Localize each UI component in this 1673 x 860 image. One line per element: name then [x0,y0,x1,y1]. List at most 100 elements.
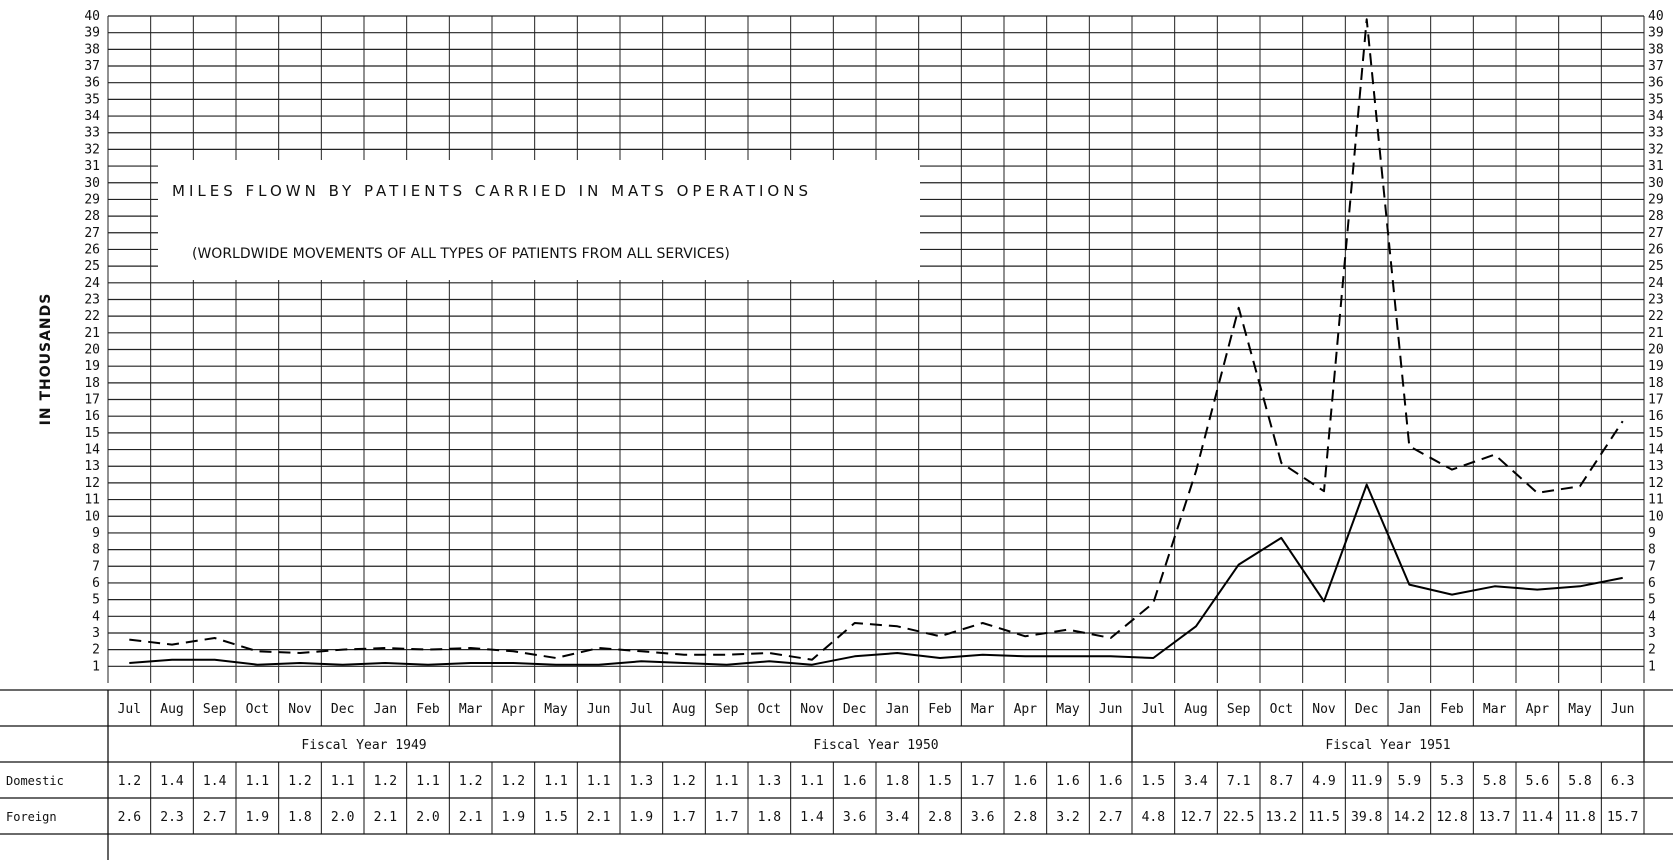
y-tick-label-right: 2 [1648,643,1656,658]
value-cell-foreign: 11.5 [1308,810,1339,825]
month-label: Jan [886,702,909,717]
y-tick-label-left: 15 [84,426,100,441]
month-label: Feb [928,702,952,717]
grid [107,15,1645,683]
value-cell-domestic: 6.3 [1611,774,1634,789]
month-label: Nov [1312,702,1336,717]
series-line-domestic [129,483,1623,666]
value-cell-foreign: 3.6 [843,810,866,825]
y-tick-label-right: 10 [1648,509,1664,524]
month-label: Mar [459,702,483,717]
value-cell-foreign: 1.9 [246,810,269,825]
y-tick-label-right: 12 [1648,476,1664,491]
month-label: Jan [1398,702,1421,717]
value-cell-foreign: 15.7 [1607,810,1638,825]
value-cell-domestic: 5.9 [1398,774,1421,789]
value-cell-foreign: 3.6 [971,810,994,825]
y-tick-label-right: 35 [1648,92,1664,107]
month-label: Sep [203,702,227,717]
y-tick-label-right: 34 [1648,109,1664,124]
month-label: Feb [416,702,440,717]
value-cell-foreign: 2.7 [1099,810,1122,825]
value-cell-domestic: 1.4 [203,774,227,789]
value-cell-foreign: 2.0 [416,810,439,825]
y-tick-label-left: 5 [92,593,100,608]
value-cell-foreign: 39.8 [1351,810,1382,825]
y-tick-label-right: 36 [1648,76,1664,91]
value-cell-domestic: 1.6 [843,774,866,789]
month-label: Apr [1014,702,1038,717]
y-tick-label-left: 6 [92,576,100,591]
y-axis-left: 1234567891011121314151617181920212223242… [84,9,100,674]
y-tick-label-right: 25 [1648,259,1664,274]
value-cell-foreign: 2.8 [1014,810,1037,825]
y-tick-label-left: 9 [92,526,100,541]
y-tick-label-right: 27 [1648,226,1664,241]
y-tick-label-left: 19 [84,359,100,374]
value-cell-domestic: 1.2 [459,774,482,789]
title-box [158,160,920,280]
y-tick-label-left: 10 [84,509,100,524]
value-cell-domestic: 1.1 [544,774,567,789]
value-cell-domestic: 1.6 [1056,774,1079,789]
y-tick-label-right: 21 [1648,326,1664,341]
y-tick-label-left: 28 [84,209,100,224]
y-tick-label-left: 40 [84,9,100,24]
y-tick-label-right: 1 [1648,659,1656,674]
chart-subtitle: (WORLDWIDE MOVEMENTS OF ALL TYPES OF PAT… [192,246,730,262]
value-cell-domestic: 1.1 [416,774,439,789]
y-tick-label-right: 13 [1648,459,1664,474]
value-cell-foreign: 22.5 [1223,810,1254,825]
month-label: Jul [118,702,141,717]
y-tick-label-right: 32 [1648,142,1664,157]
y-tick-label-left: 32 [84,142,100,157]
month-label: Dec [331,702,354,717]
value-cell-domestic: 1.2 [118,774,141,789]
value-cell-domestic: 5.8 [1483,774,1506,789]
y-tick-label-left: 1 [92,659,100,674]
month-label: Aug [160,702,183,717]
month-label: Feb [1440,702,1464,717]
y-tick-label-right: 9 [1648,526,1656,541]
value-cell-domestic: 1.1 [587,774,610,789]
month-label: Aug [672,702,695,717]
month-label: May [544,702,568,717]
y-tick-label-left: 14 [84,443,100,458]
value-cell-domestic: 1.8 [886,774,909,789]
y-tick-label-right: 33 [1648,126,1664,141]
month-label: Sep [715,702,739,717]
y-tick-label-right: 26 [1648,242,1664,257]
value-cell-domestic: 1.6 [1014,774,1037,789]
y-tick-label-left: 38 [84,42,100,57]
y-tick-label-left: 35 [84,92,100,107]
value-cell-foreign: 4.8 [1142,810,1165,825]
month-label: Jun [1611,702,1634,717]
value-cell-foreign: 2.7 [203,810,226,825]
value-cell-domestic: 4.9 [1312,774,1335,789]
y-tick-label-right: 22 [1648,309,1664,324]
value-cell-domestic: 1.2 [288,774,311,789]
y-tick-label-right: 24 [1648,276,1664,291]
y-tick-label-left: 24 [84,276,100,291]
y-tick-label-right: 6 [1648,576,1656,591]
y-tick-label-right: 3 [1648,626,1656,641]
value-cell-foreign: 11.8 [1564,810,1595,825]
month-label: Dec [1355,702,1378,717]
month-label: Jul [630,702,653,717]
y-tick-label-right: 5 [1648,593,1656,608]
value-cell-domestic: 1.2 [672,774,695,789]
value-cell-domestic: 1.3 [630,774,653,789]
month-label: Oct [1270,702,1293,717]
month-label: Mar [1483,702,1507,717]
y-tick-label-left: 18 [84,376,100,391]
y-tick-label-right: 20 [1648,343,1664,358]
y-tick-label-left: 3 [92,626,100,641]
value-cell-domestic: 1.4 [160,774,184,789]
value-cell-domestic: 1.3 [758,774,781,789]
month-label: Jun [1099,702,1122,717]
month-label: Dec [843,702,866,717]
value-cell-domestic: 1.1 [246,774,269,789]
month-label: Oct [246,702,269,717]
month-label: Jul [1142,702,1165,717]
y-tick-label-right: 37 [1648,59,1664,74]
